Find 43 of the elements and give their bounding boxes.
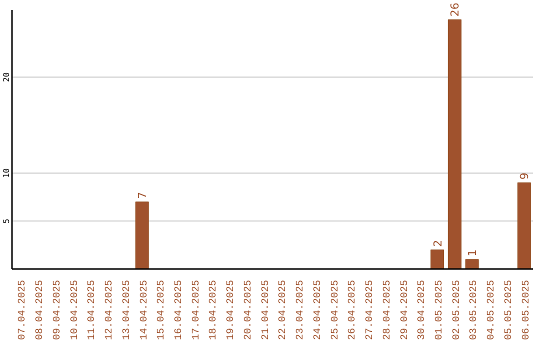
y-tick-label: 5 [2,218,11,224]
bar [135,202,149,269]
x-tick-label: 21.04.2025 [260,280,272,340]
x-tick-label: 10.04.2025 [70,280,81,340]
x-tick-label: 03.05.2025 [469,280,480,340]
x-tick-label: 13.04.2025 [122,280,133,340]
x-tick-label: 25.04.2025 [330,280,342,340]
data-label: 7 [136,192,150,199]
bar [465,259,479,269]
y-tick-label: 20 [2,72,11,82]
data-label: 9 [518,172,532,180]
x-tick-label: 19.04.2025 [226,280,238,340]
x-tick-label: 07.04.2025 [18,280,29,340]
x-tick-label: 18.04.2025 [208,280,220,340]
bar [430,250,444,269]
x-tick-label: 08.04.2025 [35,280,46,340]
x-tick-label: 02.05.2025 [452,280,463,340]
bar [448,19,462,269]
x-tick-label: 20.04.2025 [243,280,254,340]
x-tick-label: 22.04.2025 [278,280,290,340]
x-tick-label: 04.05.2025 [486,280,498,340]
x-tick-label: 12.04.2025 [104,280,116,340]
x-tick-label: 11.04.2025 [87,280,98,340]
data-label: 2 [431,240,444,247]
x-tick-label: 24.04.2025 [312,280,324,340]
y-tick-label: 10 [2,168,11,178]
data-label: 26 [448,2,462,17]
x-tick-label: 26.04.2025 [348,280,359,340]
x-tick-label: 17.04.2025 [191,280,202,340]
x-tick-label: 29.04.2025 [400,280,411,340]
x-tick-label: 14.04.2025 [139,280,150,340]
x-tick-label: 05.05.2025 [504,280,515,340]
x-tick-label: 23.04.2025 [296,280,307,340]
x-tick-label: 09.04.2025 [52,280,64,340]
x-tick-label: 16.04.2025 [174,280,185,340]
x-tick-label: 01.05.2025 [434,280,446,340]
x-tick-label: 27.04.2025 [365,280,376,340]
x-tick-label: 15.04.2025 [156,280,168,340]
bar [517,182,531,269]
data-label: 1 [466,249,480,256]
x-tick-label: 30.04.2025 [417,280,428,340]
x-tick-label: 28.04.2025 [382,280,394,340]
x-tick-label: 06.05.2025 [521,280,532,340]
